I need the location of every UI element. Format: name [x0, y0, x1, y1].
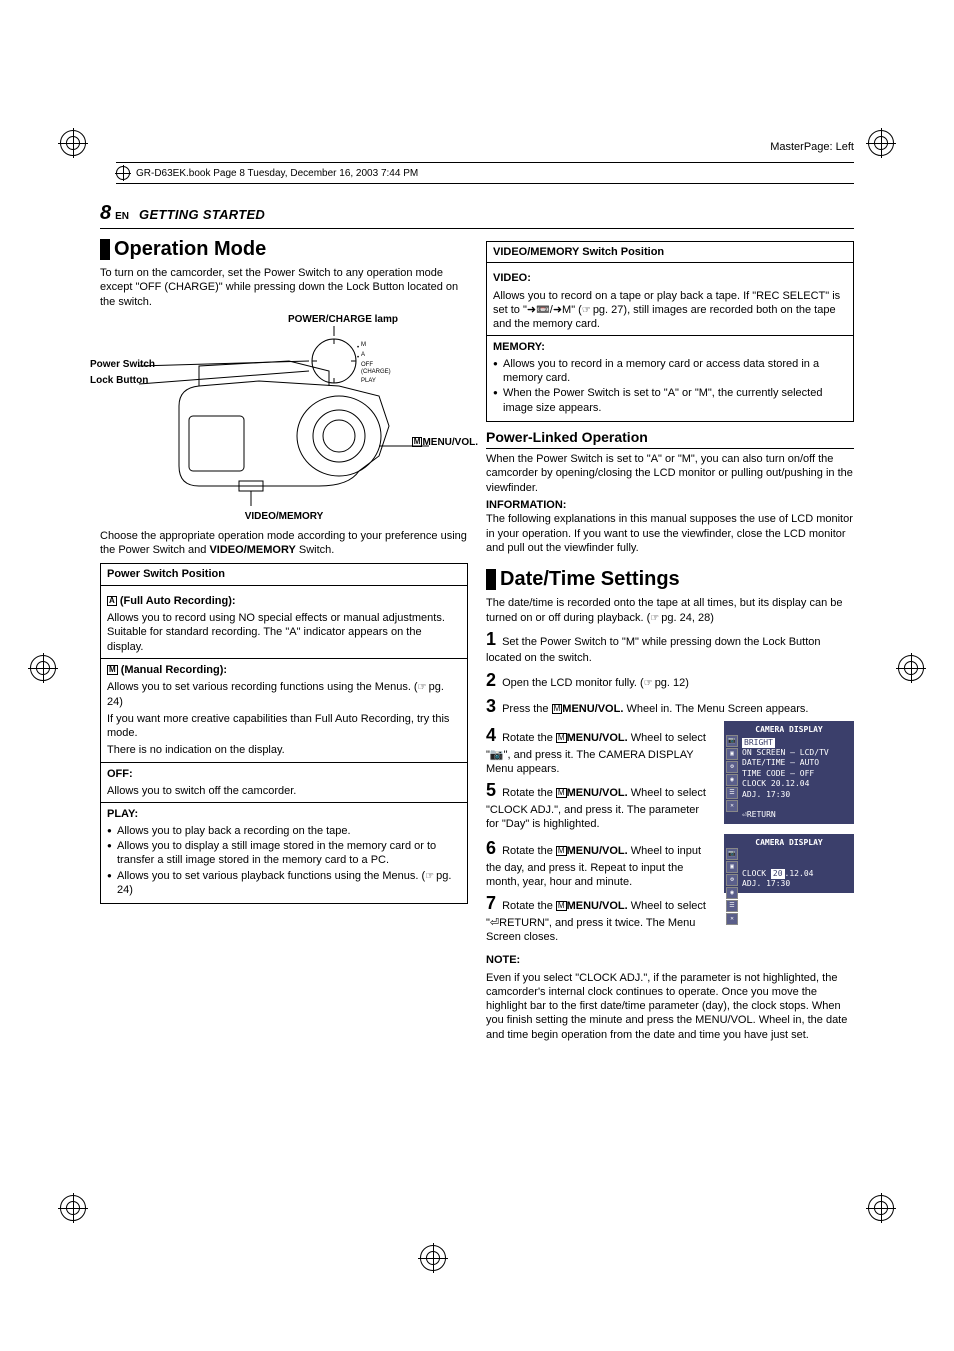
svg-text:OFF: OFF: [361, 362, 373, 368]
menu-screen-1: 📷▣⚙◉☰✕ CAMERA DISPLAY BRIGHT ON SCREEN –…: [724, 721, 854, 824]
play-item: Allows you to set various playback funct…: [107, 869, 461, 898]
auto-title: A (Full Auto Recording):: [107, 594, 461, 608]
svg-text:•: •: [357, 345, 359, 351]
label-power-switch: Power Switch: [90, 358, 155, 371]
label-power-charge: POWER/CHARGE lamp: [100, 313, 468, 326]
step-2: 2 Open the LCD monitor fully. (pg. 12): [486, 669, 854, 692]
step-4: 4 Rotate the MMENU/VOL. Wheel to select …: [486, 724, 714, 776]
note-heading: NOTE:: [486, 953, 854, 967]
video-body: Allows you to record on a tape or play b…: [493, 289, 847, 332]
step-7: 7 Rotate the MMENU/VOL. Wheel to select …: [486, 892, 714, 944]
memory-item: When the Power Switch is set to "A" or "…: [493, 386, 847, 415]
note-body: Even if you select "CLOCK ADJ.", if the …: [486, 971, 854, 1042]
manual-body1: Allows you to set various recording func…: [107, 680, 461, 709]
label-lock-button: Lock Button: [90, 374, 148, 387]
book-tag: GR-D63EK.book Page 8 Tuesday, December 1…: [116, 162, 854, 184]
step-5: 5 Rotate the MMENU/VOL. Wheel to select …: [486, 779, 714, 831]
svg-text:A: A: [361, 352, 365, 358]
camcorder-diagram: POWER/CHARGE lamp: [100, 313, 468, 523]
registration-mark: [60, 130, 86, 156]
box-header: VIDEO/MEMORY Switch Position: [487, 242, 853, 263]
right-column: VIDEO/MEMORY Switch Position VIDEO: Allo…: [486, 235, 854, 1045]
registration-mark: [420, 1245, 446, 1271]
section-title: GETTING STARTED: [139, 207, 265, 224]
auto-body: Allows you to record using NO special ef…: [107, 611, 461, 654]
intro-text: To turn on the camcorder, set the Power …: [100, 266, 468, 309]
step-3: 3 Press the MMENU/VOL. Wheel in. The Men…: [486, 695, 854, 718]
manual-body2: If you want more creative capabilities t…: [107, 712, 461, 741]
play-item: Allows you to play back a recording on t…: [107, 824, 461, 838]
play-item: Allows you to display a still image stor…: [107, 839, 461, 868]
camcorder-svg: M A OFF (CHARGE) PLAY • •: [139, 326, 429, 506]
step-1: 1 Set the Power Switch to "M" while pres…: [486, 628, 854, 666]
menu-screen-2: 📷▣⚙◉☰✕ CAMERA DISPLAY CLOCK 20.12.04 ADJ…: [724, 834, 854, 893]
dt-intro: The date/time is recorded onto the tape …: [486, 596, 854, 625]
registration-mark: [868, 130, 894, 156]
play-title: PLAY:: [107, 807, 461, 821]
step-6: 6 Rotate the MMENU/VOL. Wheel to input t…: [486, 837, 714, 889]
plo-text: When the Power Switch is set to "A" or "…: [486, 452, 854, 495]
book-tag-text: GR-D63EK.book Page 8 Tuesday, December 1…: [136, 167, 418, 180]
page-header: 8 EN GETTING STARTED: [100, 200, 854, 229]
svg-text:(CHARGE): (CHARGE): [361, 369, 391, 375]
power-switch-box: Power Switch Position A (Full Auto Recor…: [100, 563, 468, 904]
svg-text:PLAY: PLAY: [361, 378, 376, 384]
memory-list: Allows you to record in a memory card or…: [493, 357, 847, 415]
play-list: Allows you to play back a recording on t…: [107, 824, 461, 897]
page-lang: EN: [115, 210, 129, 223]
registration-mark: [898, 655, 924, 681]
choose-text: Choose the appropriate operation mode ac…: [100, 529, 468, 558]
step-4-5-row: 4 Rotate the MMENU/VOL. Wheel to select …: [486, 721, 854, 834]
memory-item: Allows you to record in a memory card or…: [493, 357, 847, 386]
heading-operation-mode: Operation Mode: [100, 239, 468, 260]
manual-body3: There is no indication on the display.: [107, 743, 461, 757]
off-title: OFF:: [107, 767, 461, 781]
draft-icon: [116, 166, 130, 180]
svg-text:M: M: [361, 342, 366, 348]
off-body: Allows you to switch off the camcorder.: [107, 784, 461, 798]
memory-title: MEMORY:: [493, 340, 847, 354]
registration-mark: [868, 1195, 894, 1221]
step-6-7-row: 6 Rotate the MMENU/VOL. Wheel to input t…: [486, 834, 854, 947]
registration-mark: [60, 1195, 86, 1221]
box-header: Power Switch Position: [101, 564, 467, 585]
manual-page: MasterPage: Left GR-D63EK.book Page 8 Tu…: [0, 0, 954, 1351]
svg-text:•: •: [357, 355, 359, 361]
video-memory-box: VIDEO/MEMORY Switch Position VIDEO: Allo…: [486, 241, 854, 422]
label-video-memory: VIDEO/MEMORY: [100, 510, 468, 523]
info-block: INFORMATION:The following explanations i…: [486, 498, 854, 555]
heading-power-linked: Power-Linked Operation: [486, 428, 854, 449]
page-number: 8: [100, 200, 111, 226]
label-menu-vol: MMENU/VOL.: [412, 436, 478, 449]
heading-date-time: Date/Time Settings: [486, 569, 854, 590]
registration-mark: [30, 655, 56, 681]
video-title: VIDEO:: [493, 271, 847, 285]
left-column: Operation Mode To turn on the camcorder,…: [100, 235, 468, 1045]
manual-title: M (Manual Recording):: [107, 663, 461, 677]
masterpage-label: MasterPage: Left: [770, 140, 854, 154]
